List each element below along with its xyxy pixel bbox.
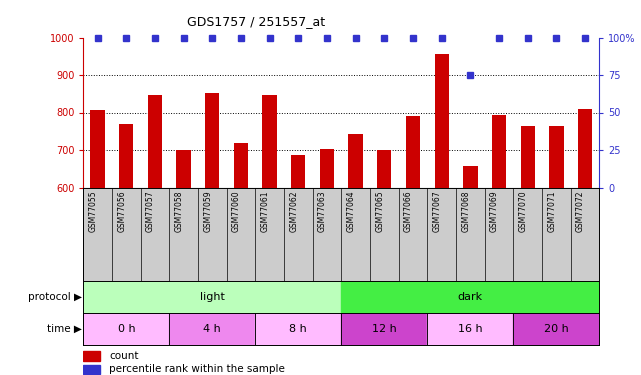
Bar — [513, 313, 599, 345]
Text: GSM77057: GSM77057 — [146, 190, 155, 232]
Text: dark: dark — [458, 292, 483, 302]
Bar — [349, 134, 363, 188]
Bar — [234, 143, 248, 188]
Bar — [549, 126, 563, 188]
Bar — [341, 281, 599, 313]
Bar — [520, 126, 535, 188]
Text: time ▶: time ▶ — [47, 324, 82, 334]
Bar — [169, 313, 255, 345]
Bar — [492, 115, 506, 188]
Text: GSM77062: GSM77062 — [289, 190, 298, 232]
Text: 0 h: 0 h — [117, 324, 135, 334]
Bar — [255, 313, 341, 345]
Bar — [341, 313, 428, 345]
Bar — [291, 154, 306, 188]
Bar — [83, 364, 100, 374]
Bar — [428, 313, 513, 345]
Text: light: light — [200, 292, 225, 302]
Text: GSM77059: GSM77059 — [203, 190, 212, 232]
Text: GSM77063: GSM77063 — [318, 190, 327, 232]
Text: GSM77060: GSM77060 — [232, 190, 241, 232]
Bar — [320, 149, 334, 188]
Text: 16 h: 16 h — [458, 324, 483, 334]
Text: GSM77068: GSM77068 — [462, 190, 470, 232]
Bar — [90, 110, 105, 188]
Bar — [83, 281, 341, 313]
Bar — [83, 313, 169, 345]
Bar — [435, 54, 449, 188]
Text: GSM77065: GSM77065 — [376, 190, 385, 232]
Text: count: count — [109, 351, 138, 361]
Bar — [83, 351, 100, 361]
Text: GSM77055: GSM77055 — [88, 190, 97, 232]
Text: GSM77066: GSM77066 — [404, 190, 413, 232]
Text: GSM77058: GSM77058 — [174, 190, 184, 232]
Text: 12 h: 12 h — [372, 324, 397, 334]
Text: GSM77071: GSM77071 — [547, 190, 556, 232]
Text: GSM77072: GSM77072 — [576, 190, 585, 232]
Text: GDS1757 / 251557_at: GDS1757 / 251557_at — [187, 15, 326, 28]
Text: 20 h: 20 h — [544, 324, 569, 334]
Text: GSM77064: GSM77064 — [347, 190, 356, 232]
Text: GSM77069: GSM77069 — [490, 190, 499, 232]
Bar — [263, 94, 277, 188]
Text: GSM77067: GSM77067 — [433, 190, 442, 232]
Text: percentile rank within the sample: percentile rank within the sample — [109, 364, 285, 374]
Text: GSM77061: GSM77061 — [261, 190, 270, 232]
Text: 4 h: 4 h — [203, 324, 221, 334]
Bar — [463, 166, 478, 188]
Bar — [377, 150, 392, 188]
Bar — [119, 124, 133, 188]
Bar — [148, 94, 162, 188]
Text: protocol ▶: protocol ▶ — [28, 292, 82, 302]
Bar — [176, 150, 191, 188]
Text: 8 h: 8 h — [290, 324, 307, 334]
Bar — [406, 116, 420, 188]
Bar — [205, 93, 219, 188]
Text: GSM77070: GSM77070 — [519, 190, 528, 232]
Bar — [578, 109, 592, 188]
Text: GSM77056: GSM77056 — [117, 190, 126, 232]
